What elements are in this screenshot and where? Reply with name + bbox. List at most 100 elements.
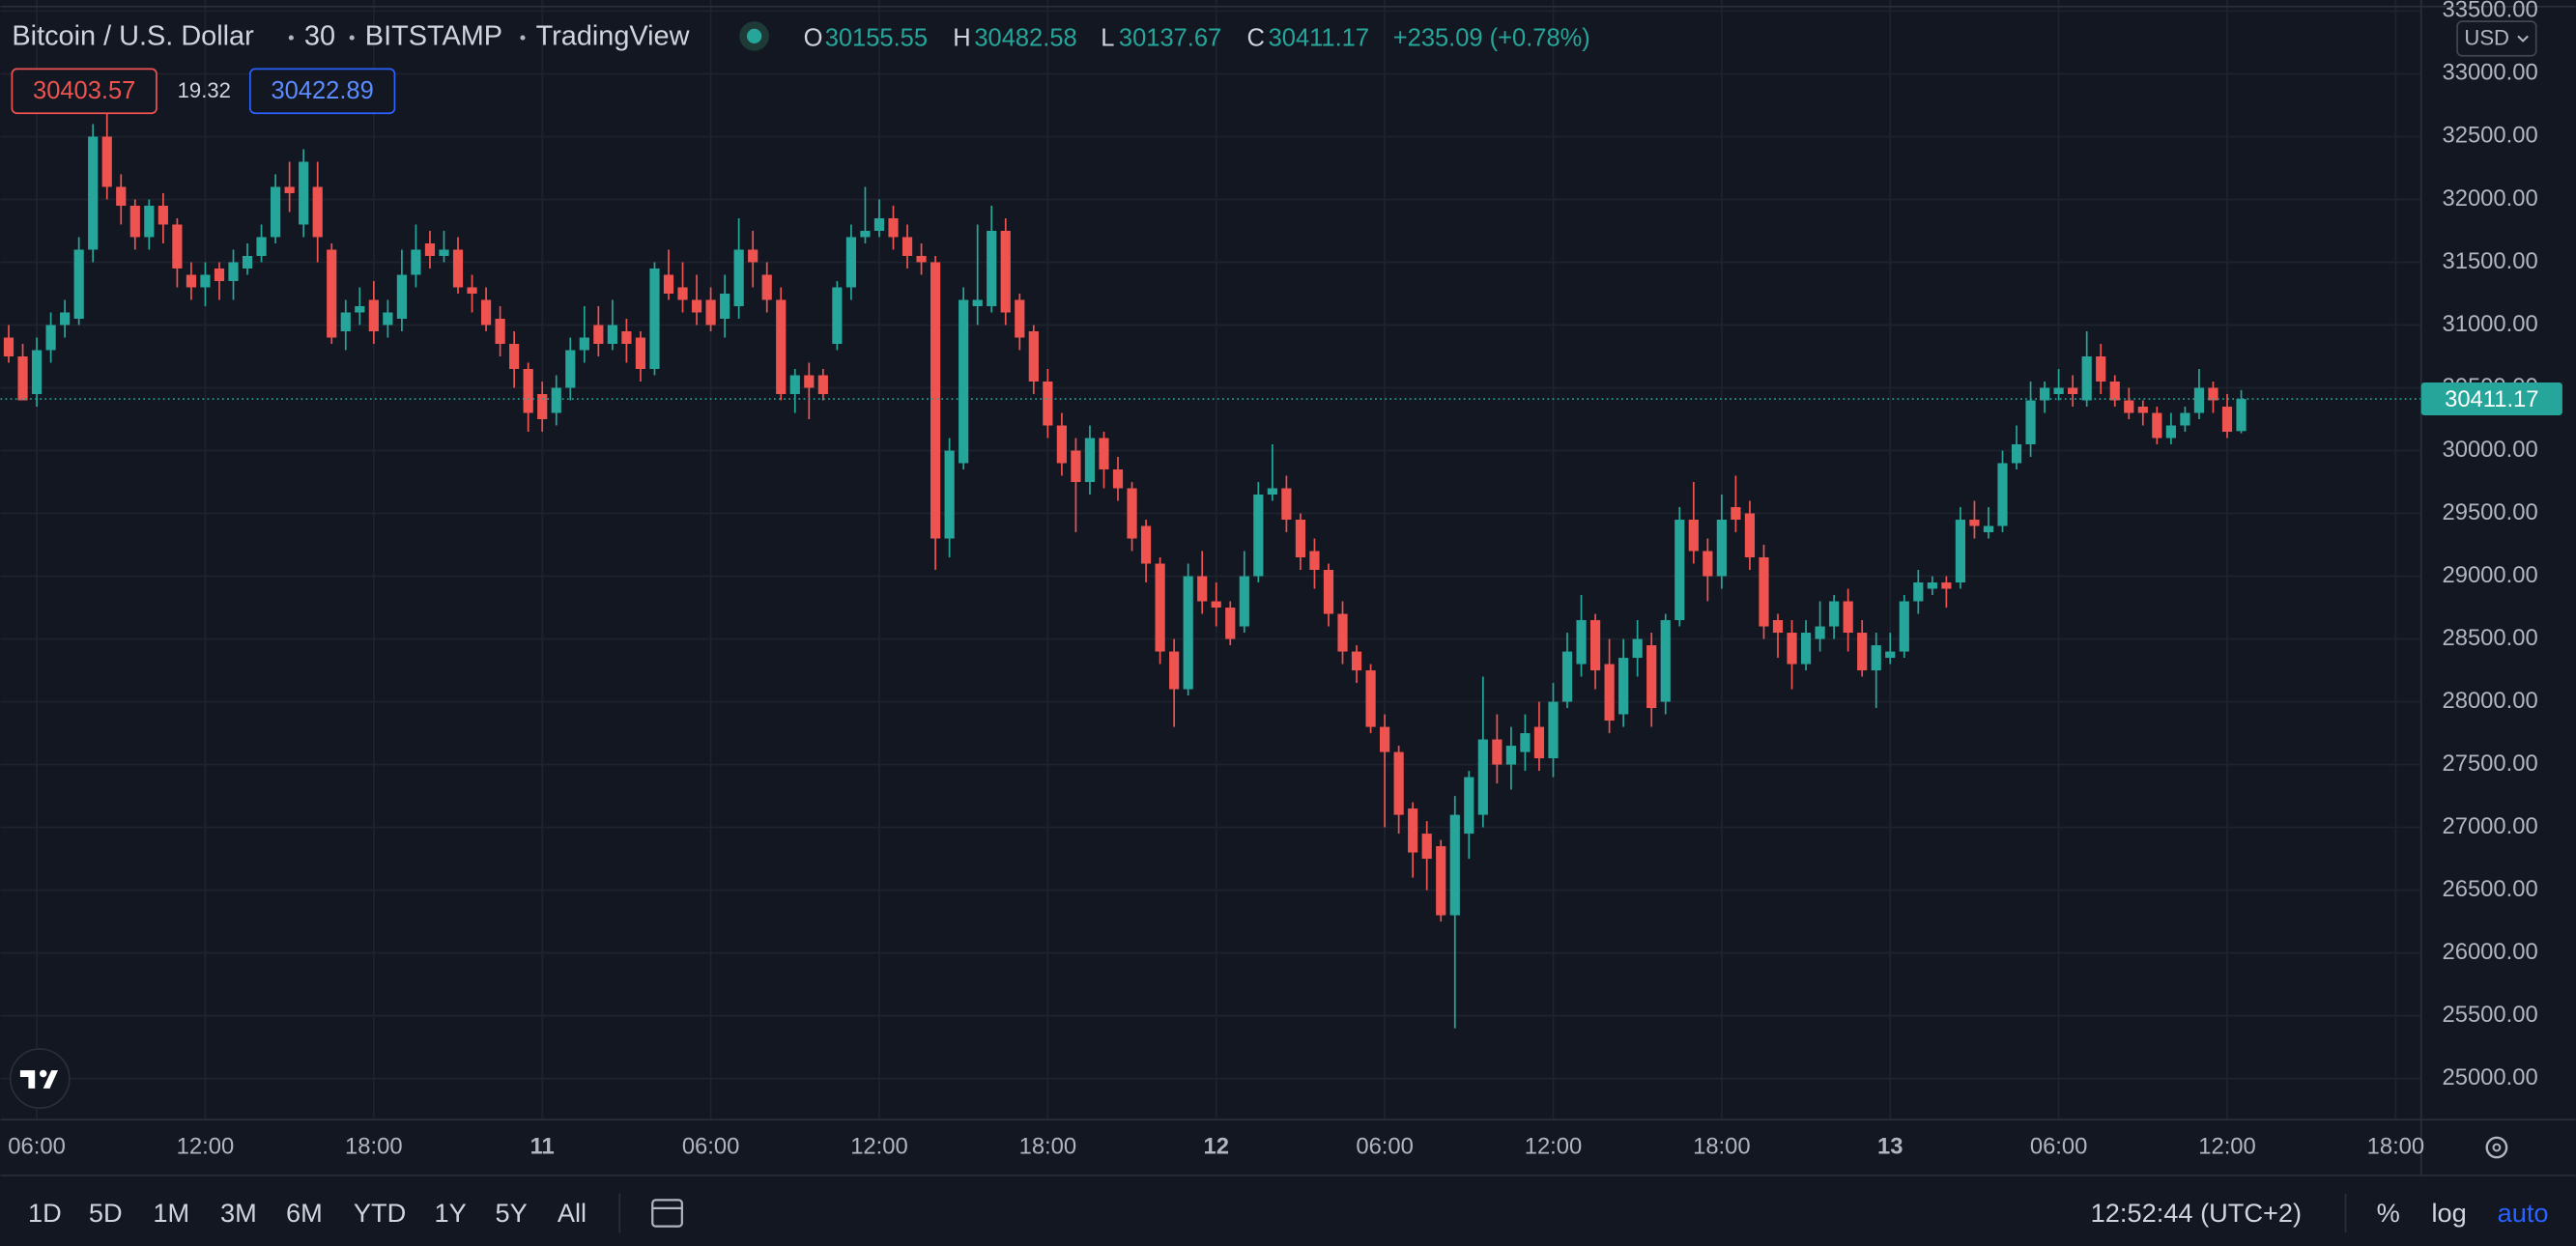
x-tick-label: 18:00 [2367,1133,2425,1159]
candle-body [1927,582,1937,589]
candle-body [73,249,84,319]
candle-body [789,375,800,395]
candle-body [579,337,589,351]
candle-body [1421,834,1432,860]
toolbar: 1D 5D 1M 3M 6M YTD 1Y 5Y All% log auto [28,1198,2549,1228]
candle-body [1618,658,1629,715]
candle-body [1646,645,1657,709]
ohlc-label: O [804,25,823,52]
buy-button[interactable] [248,68,396,115]
candle-body [1309,551,1320,571]
candle-body [1380,726,1390,752]
candle-body [495,318,505,344]
logo-badge[interactable] [9,1048,71,1110]
scale-button[interactable]: % [2377,1198,2400,1228]
candle-body [832,287,843,344]
candle-body [60,312,71,326]
range-button[interactable]: 6M [286,1198,323,1228]
currency[interactable]: USD [2464,26,2509,50]
candle-body [424,242,436,256]
range-button[interactable]: YTD [354,1198,406,1228]
candle-body [1815,626,1825,639]
range-button[interactable]: 5Y [495,1198,527,1228]
candle-body [1112,469,1124,489]
candle-body [1015,299,1025,338]
range-button[interactable]: 1Y [435,1198,467,1228]
candle-body [1253,495,1264,577]
sell-button[interactable] [11,68,157,115]
x-tick-label: 18:00 [1693,1133,1751,1159]
logo-dot [39,1069,47,1078]
last-price-tag [2420,382,2562,416]
candle-body [2236,399,2247,432]
close-value: 30411.17 [1269,25,1369,52]
candle-body [1913,582,1924,602]
clock[interactable]: 12:52:44 (UTC+2) [2091,1198,2302,1228]
change: +235.09 (+0.78%) [1393,25,1590,52]
y-tick-label: 32000.00 [2443,185,2538,212]
ohlc-label: H [953,25,970,52]
scale-button[interactable]: auto [2498,1198,2549,1228]
currency-button[interactable] [2456,20,2537,57]
candle-body [860,230,871,238]
scale-button[interactable]: log [2431,1198,2466,1228]
candle-body [944,450,955,539]
candle-body [1436,846,1446,916]
candle-body [1477,739,1488,815]
candle-body [1140,525,1152,564]
candle-body [1983,525,1994,533]
candle-body [1632,638,1643,659]
candle-body [1561,651,1573,702]
candle-body [2039,387,2050,401]
range-button[interactable]: 5D [89,1198,123,1228]
sell-price[interactable]: 30403.57 [33,77,135,104]
candle-body [200,274,211,288]
x-tick-label: 12:00 [850,1133,908,1159]
x-tick-label: 12:00 [2198,1133,2256,1159]
candle-body [1408,808,1418,853]
candle-body [1829,601,1840,627]
candle-body [439,249,449,256]
separator-dot [288,35,294,41]
high-value: 30482.58 [974,25,1076,52]
candle-body [1941,582,1952,589]
candle-body [1225,608,1236,639]
candle-body [720,293,730,319]
candle-body [607,325,617,344]
candle-body [1660,620,1671,702]
x-tick-label: 06:00 [8,1133,66,1159]
candle-body [1744,513,1756,558]
candle-body [1084,438,1096,483]
axes: 25000.00 25500.00 26000.00 26500.00 27000.00… [8,0,2562,1159]
y-tick-label: 26000.00 [2443,939,2538,965]
candle-body [845,237,857,288]
range-button[interactable]: 1D [28,1198,62,1228]
candle-body [972,299,983,306]
date-range-icon[interactable] [651,1199,683,1228]
candle-body [452,249,464,288]
candle-body [1589,620,1601,671]
settings-icon[interactable] [2485,1136,2508,1159]
buy-price[interactable]: 30422.89 [271,77,373,104]
interval: 30 [304,21,335,52]
range-button[interactable]: 3M [220,1198,257,1228]
x-tick-label: 12:00 [1525,1133,1583,1159]
ohlc-label: C [1247,25,1265,52]
candle-body [1787,633,1797,665]
y-tick-label: 27500.00 [2443,750,2538,777]
candle-body [817,375,828,395]
candle-body [45,325,56,351]
candle-body [2180,412,2190,426]
candle-body [1000,230,1011,313]
range-button[interactable]: 1M [153,1198,189,1228]
candle-body [1281,488,1292,521]
range-button[interactable]: All [558,1198,587,1228]
settings-icon-center [2492,1143,2502,1152]
candle-body [368,299,379,331]
candle-body [3,337,14,356]
candle-body [1772,620,1784,634]
candle-body [1759,557,1769,627]
candle-body [2096,355,2106,382]
candle-body [1688,520,1699,552]
y-tick-label: 25000.00 [2443,1064,2538,1090]
